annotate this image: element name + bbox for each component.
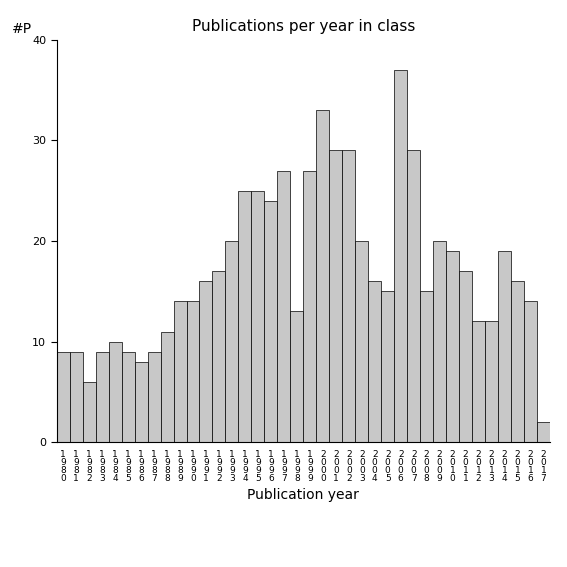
Bar: [200, 281, 213, 442]
Bar: [485, 321, 498, 442]
Bar: [472, 321, 485, 442]
Bar: [316, 110, 329, 442]
Bar: [356, 241, 368, 442]
Bar: [342, 150, 356, 442]
Bar: [537, 422, 550, 442]
Bar: [83, 382, 96, 442]
Bar: [121, 352, 134, 442]
Bar: [187, 302, 200, 442]
Bar: [57, 352, 70, 442]
Bar: [394, 70, 407, 442]
Bar: [264, 201, 277, 442]
Title: Publications per year in class: Publications per year in class: [192, 19, 415, 35]
Bar: [213, 271, 226, 442]
Bar: [381, 291, 394, 442]
Bar: [524, 302, 537, 442]
Bar: [498, 251, 511, 442]
Bar: [277, 171, 290, 442]
Bar: [109, 341, 121, 442]
Bar: [459, 271, 472, 442]
Bar: [329, 150, 342, 442]
Bar: [96, 352, 109, 442]
Bar: [226, 241, 239, 442]
Bar: [303, 171, 316, 442]
Bar: [134, 362, 147, 442]
Bar: [446, 251, 459, 442]
Bar: [251, 191, 264, 442]
X-axis label: Publication year: Publication year: [247, 488, 359, 502]
Bar: [420, 291, 433, 442]
Bar: [160, 332, 174, 442]
Bar: [511, 281, 524, 442]
Bar: [70, 352, 83, 442]
Y-axis label: #P: #P: [12, 22, 32, 36]
Bar: [239, 191, 251, 442]
Bar: [368, 281, 381, 442]
Bar: [407, 150, 420, 442]
Bar: [433, 241, 446, 442]
Bar: [174, 302, 187, 442]
Bar: [290, 311, 303, 442]
Bar: [147, 352, 160, 442]
